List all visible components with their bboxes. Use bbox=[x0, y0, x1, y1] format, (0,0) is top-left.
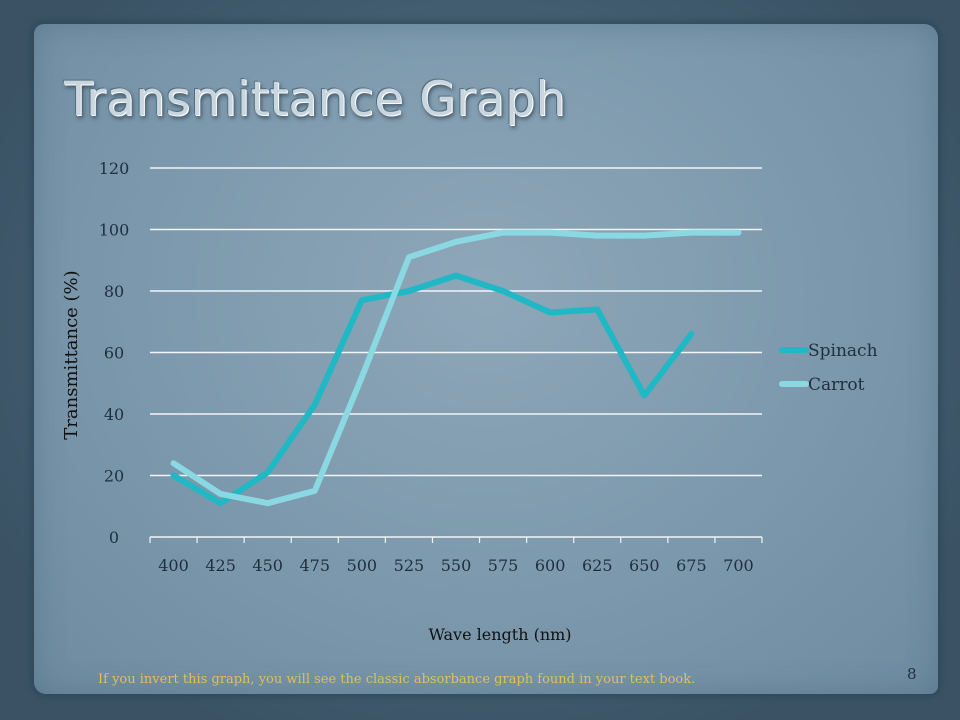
x-tick-label: 475 bbox=[299, 556, 330, 575]
series-line-spinach bbox=[170, 272, 695, 507]
x-tick-label: 500 bbox=[347, 556, 378, 575]
page-number: 8 bbox=[907, 665, 917, 683]
slide-title: Transmittance Graph bbox=[64, 72, 566, 127]
y-tick-labels: 0 20 40 60 80 100 120 bbox=[99, 159, 130, 547]
x-tick-label: 425 bbox=[205, 556, 236, 575]
x-tick-label: 600 bbox=[535, 556, 566, 575]
legend-label-spinach: Spinach bbox=[808, 341, 878, 361]
legend: Spinach Carrot bbox=[779, 341, 878, 395]
x-tick-label: 550 bbox=[441, 556, 472, 575]
y-tick-label: 120 bbox=[99, 159, 130, 178]
x-tick-label: 625 bbox=[582, 556, 613, 575]
x-tick-label: 575 bbox=[488, 556, 519, 575]
series-lines bbox=[170, 229, 742, 507]
x-axis bbox=[149, 537, 763, 543]
y-axis-title: Transmittance (%) bbox=[61, 270, 82, 439]
x-tick-label: 450 bbox=[252, 556, 283, 575]
y-tick-label: 0 bbox=[109, 528, 119, 547]
x-tick-label: 650 bbox=[629, 556, 660, 575]
x-tick-label: 525 bbox=[394, 556, 425, 575]
x-tick-label: 700 bbox=[723, 556, 754, 575]
y-tick-label: 80 bbox=[104, 282, 124, 301]
x-axis-title: Wave length (nm) bbox=[428, 625, 571, 644]
y-tick-label: 100 bbox=[99, 221, 130, 240]
footnote-text: If you invert this graph, you will see t… bbox=[98, 672, 696, 687]
y-tick-label: 20 bbox=[104, 467, 124, 486]
x-tick-label: 675 bbox=[676, 556, 707, 575]
x-tick-labels: 400 425 450 475 500 525 550 575 600 625 650 675 700 bbox=[158, 556, 753, 575]
x-tick-label: 400 bbox=[158, 556, 189, 575]
legend-label-carrot: Carrot bbox=[808, 375, 865, 395]
content-panel bbox=[34, 24, 938, 694]
y-tick-label: 60 bbox=[104, 344, 124, 363]
gridlines bbox=[150, 167, 762, 538]
y-tick-label: 40 bbox=[104, 405, 124, 424]
